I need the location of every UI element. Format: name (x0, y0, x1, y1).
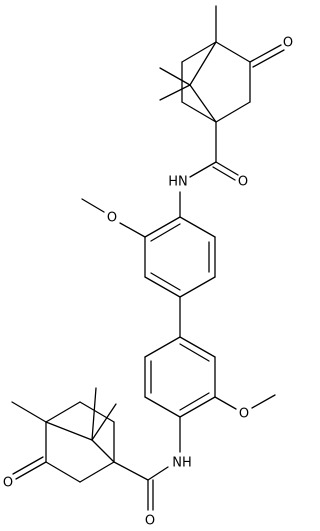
atom-label: O (3, 476, 13, 491)
atom-label: O (283, 36, 293, 51)
molecule-diagram: O HN O O O NH O O (3, 5, 293, 529)
atom-labels: O HN O O O NH O O (3, 36, 293, 529)
atom-label: O (238, 175, 248, 190)
atom-label: O (107, 211, 117, 226)
bonds (11, 5, 285, 511)
atom-label: HN (168, 175, 188, 190)
atom-label: NH (172, 456, 192, 471)
atom-label: O (145, 514, 155, 529)
atom-label: O (239, 407, 249, 422)
